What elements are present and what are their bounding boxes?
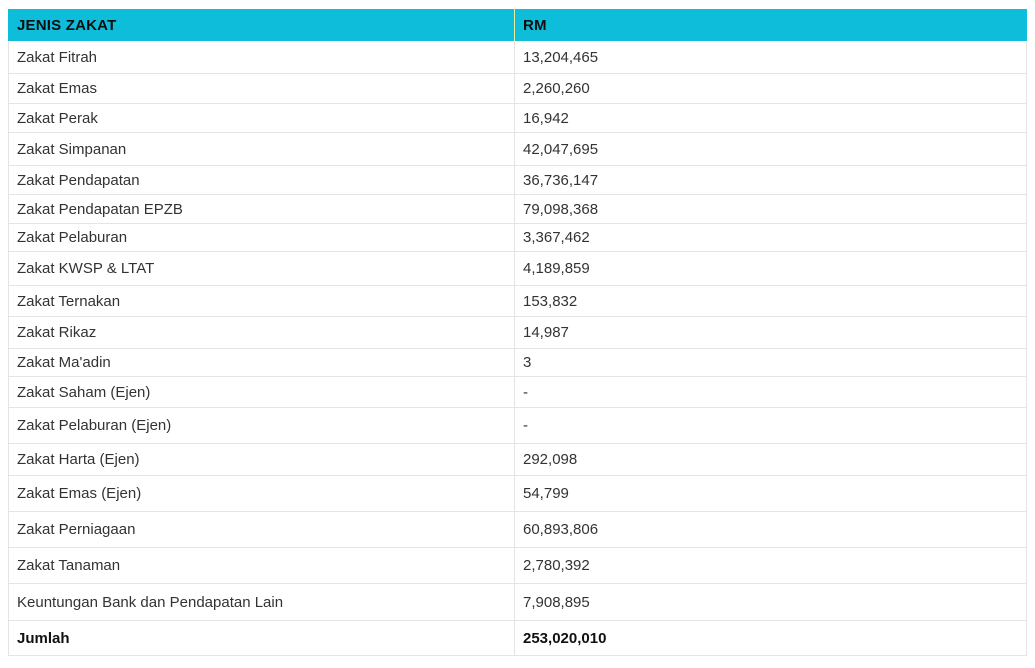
row-label-cell: Zakat Fitrah: [9, 41, 515, 73]
row-value-cell: 16,942: [523, 109, 569, 127]
table-body: Zakat Fitrah 13,204,465 Zakat Emas 2,260…: [8, 41, 1027, 656]
row-label-cell: Zakat Pelaburan (Ejen): [9, 408, 515, 443]
row-value-cell: 153,832: [523, 292, 578, 310]
row-label-cell: Zakat Rikaz: [9, 317, 515, 348]
row-label-cell: Zakat Pendapatan: [9, 166, 515, 194]
table-row: Zakat Simpanan 42,047,695: [9, 133, 1026, 166]
row-label-cell: Zakat Emas: [9, 74, 515, 103]
table-row: Zakat Rikaz 14,987: [9, 317, 1026, 349]
header-cell-jenis-zakat: JENIS ZAKAT: [8, 9, 515, 41]
table-row: Zakat Pelaburan (Ejen) -: [9, 408, 1026, 444]
row-value-cell: -: [523, 417, 528, 434]
row-label-cell: Zakat Ternakan: [9, 286, 515, 316]
row-label-cell: Zakat Simpanan: [9, 133, 515, 165]
row-value-cell: 13,204,465: [523, 48, 599, 66]
table-row: Zakat Saham (Ejen) -: [9, 377, 1026, 408]
row-value-cell: 2,780,392: [523, 557, 590, 574]
row-value-cell: 4,189,859: [523, 260, 590, 277]
row-label-cell: Zakat Emas (Ejen): [9, 476, 515, 511]
table-row: Zakat Emas (Ejen) 54,799: [9, 476, 1026, 512]
row-label-cell: Keuntungan Bank dan Pendapatan Lain: [9, 584, 515, 620]
row-value-cell: 42,047,695: [523, 140, 599, 158]
row-value-cell: 14,987: [523, 324, 569, 341]
total-row: Jumlah 253,020,010: [9, 621, 1026, 656]
table-row: Zakat KWSP & LTAT 4,189,859: [9, 252, 1026, 286]
table-header-row: JENIS ZAKAT RM: [8, 9, 1027, 41]
row-value-cell: 7,908,895: [523, 593, 590, 611]
total-value-cell: 253,020,010: [523, 629, 607, 647]
table-row: Zakat Perniagaan 60,893,806: [9, 512, 1026, 548]
table-row: Zakat Ternakan 153,832: [9, 286, 1026, 317]
table-row: Zakat Pendapatan 36,736,147: [9, 166, 1026, 195]
table-row: Zakat Ma'adin 3: [9, 349, 1026, 377]
total-label-cell: Jumlah: [9, 621, 515, 655]
row-value-cell: 2,260,260: [523, 80, 590, 97]
row-value-cell: 292,098: [523, 451, 578, 468]
row-value-cell: 3: [523, 354, 532, 371]
table-row: Zakat Emas 2,260,260: [9, 74, 1026, 104]
table-row: Zakat Fitrah 13,204,465: [9, 41, 1026, 74]
row-label-cell: Zakat KWSP & LTAT: [9, 252, 515, 285]
row-label-cell: Zakat Perniagaan: [9, 512, 515, 547]
row-label-cell: Zakat Harta (Ejen): [9, 444, 515, 475]
row-label-cell: Zakat Pelaburan: [9, 224, 515, 251]
row-value-cell: 79,098,368: [523, 200, 599, 218]
row-label-cell: Zakat Pendapatan EPZB: [9, 195, 515, 223]
row-value-cell: 36,736,147: [523, 171, 599, 189]
row-label-cell: Zakat Ma'adin: [9, 349, 515, 376]
row-value-cell: 60,893,806: [523, 521, 599, 538]
row-label-cell: Zakat Tanaman: [9, 548, 515, 583]
row-label-cell: Zakat Saham (Ejen): [9, 377, 515, 407]
table-row: Zakat Tanaman 2,780,392: [9, 548, 1026, 584]
table-row: Keuntungan Bank dan Pendapatan Lain 7,90…: [9, 584, 1026, 621]
zakat-table: JENIS ZAKAT RM Zakat Fitrah 13,204,465 Z…: [8, 9, 1027, 656]
row-label-cell: Zakat Perak: [9, 104, 515, 132]
table-row: Zakat Pendapatan EPZB 79,098,368: [9, 195, 1026, 224]
row-value-cell: 54,799: [523, 485, 569, 502]
header-cell-rm: RM: [523, 16, 547, 34]
table-row: Zakat Pelaburan 3,367,462: [9, 224, 1026, 252]
table-row: Zakat Perak 16,942: [9, 104, 1026, 133]
row-value-cell: -: [523, 383, 528, 401]
row-value-cell: 3,367,462: [523, 229, 590, 246]
table-row: Zakat Harta (Ejen) 292,098: [9, 444, 1026, 476]
